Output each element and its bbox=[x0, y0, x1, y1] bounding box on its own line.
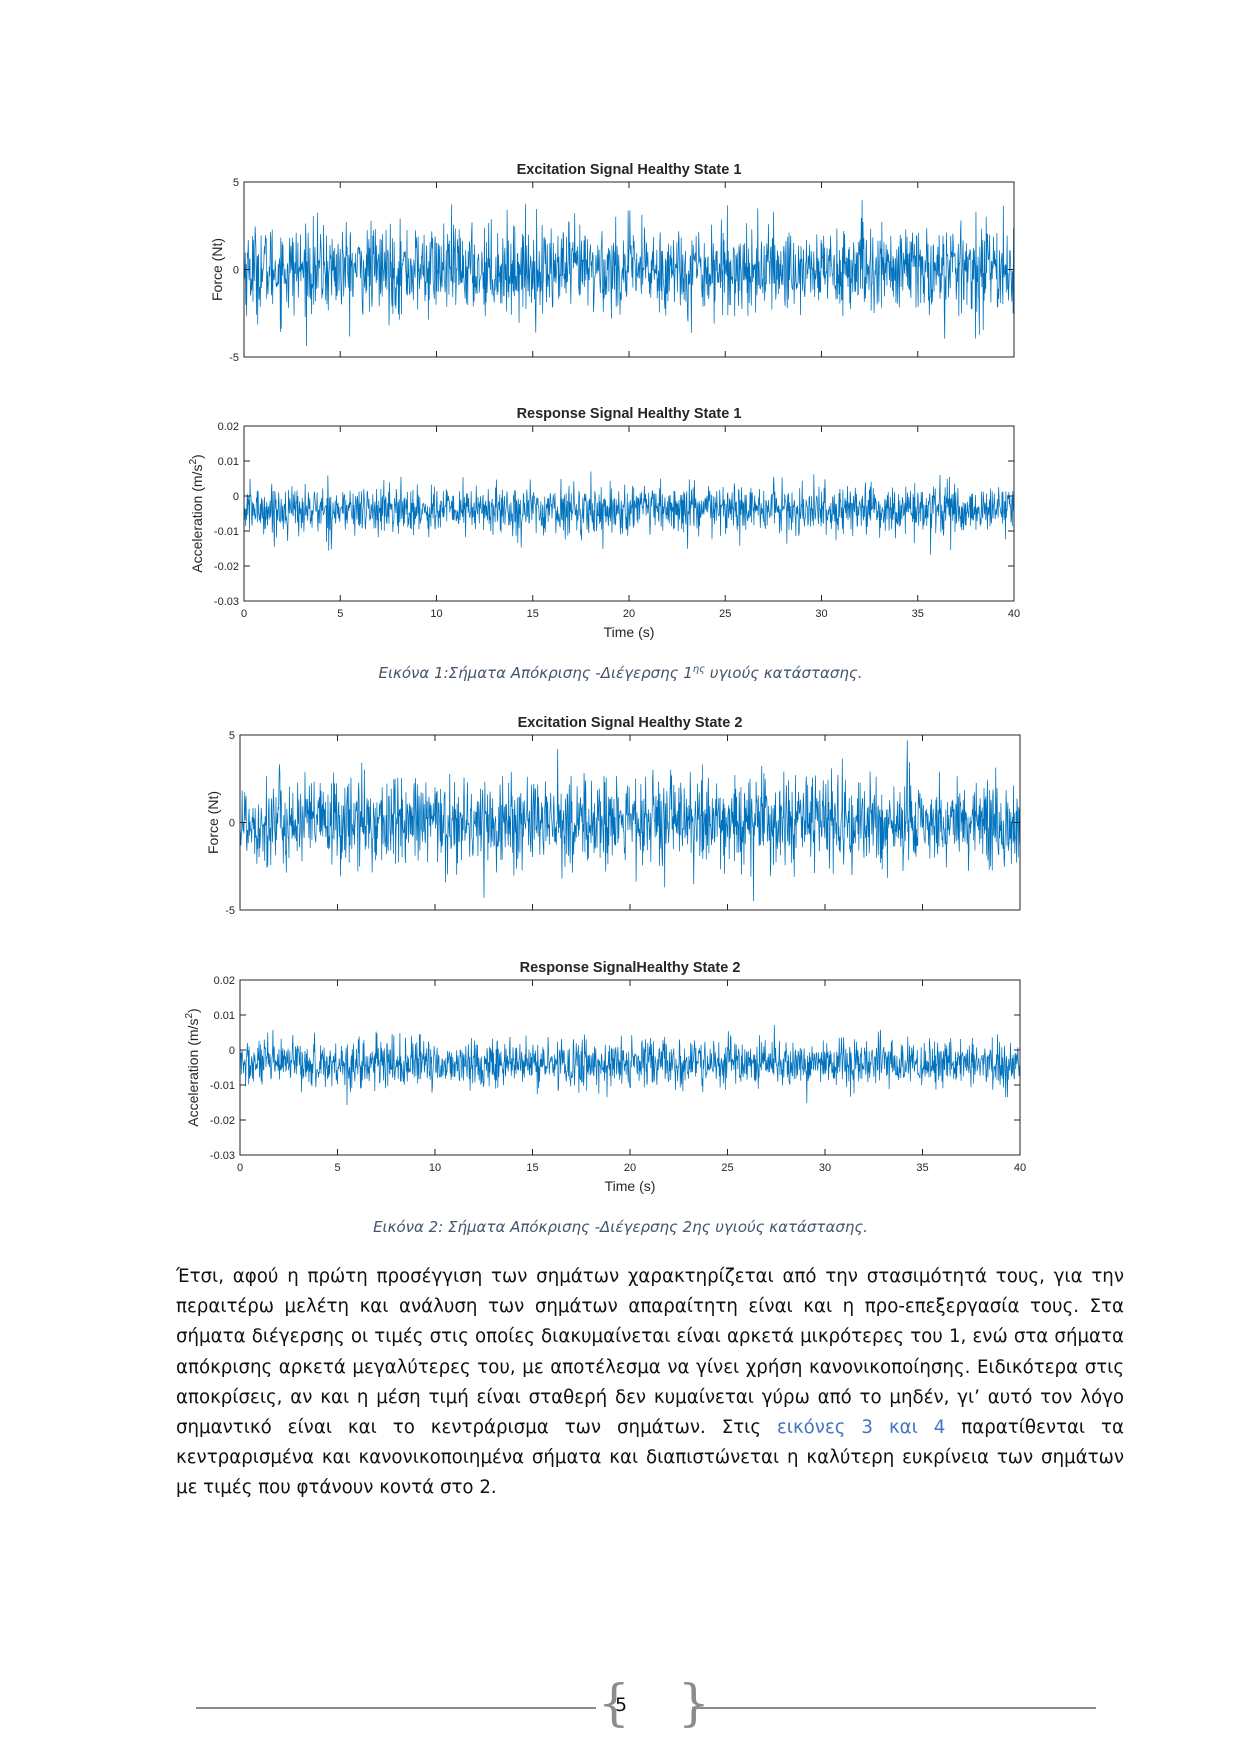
y-tick-label: -5 bbox=[225, 905, 235, 917]
y-tick-label: -0.01 bbox=[214, 526, 239, 538]
y-tick-label: 0.02 bbox=[214, 975, 235, 987]
y-axis-label: Acceleration (m/s2) bbox=[184, 1008, 201, 1126]
chart-title: Excitation Signal Healthy State 1 bbox=[517, 162, 742, 178]
y-tick-label: -0.03 bbox=[214, 596, 239, 608]
y-axis-label: Force (Nt) bbox=[209, 238, 225, 301]
signal-trace bbox=[240, 740, 1020, 902]
x-tick-label: 40 bbox=[1008, 608, 1020, 620]
chart-title: Excitation Signal Healthy State 2 bbox=[518, 715, 743, 731]
x-tick-label: 35 bbox=[912, 608, 924, 620]
y-tick-label: 0 bbox=[229, 818, 235, 830]
y-tick-label: -0.02 bbox=[210, 1115, 235, 1127]
chart-3: 5 0 -5 Excitation Signal Healthy State 2 For… bbox=[205, 715, 1021, 917]
y-tick-label: 0 bbox=[233, 491, 239, 503]
figures-canvas: 5 0 -5 Excitation Signal Healthy State 1 For… bbox=[184, 162, 1026, 1194]
x-tick-label: 35 bbox=[916, 1162, 928, 1174]
chart-title: Response Signal Healthy State 1 bbox=[517, 406, 742, 422]
y-tick-label: -0.01 bbox=[210, 1080, 235, 1092]
footer-rule-right bbox=[692, 1707, 1096, 1709]
x-tick-label: 10 bbox=[429, 1162, 441, 1174]
x-tick-label: 30 bbox=[815, 608, 827, 620]
y-tick-label: -0.03 bbox=[210, 1150, 235, 1162]
y-tick-label: 5 bbox=[229, 730, 235, 742]
signal-trace bbox=[244, 471, 1014, 555]
footer-left-brace: { bbox=[598, 1674, 630, 1732]
x-tick-label: 40 bbox=[1014, 1162, 1026, 1174]
figure-2-caption: Εικόνα 2: Σήματα Απόκρισης -Διέγερσης 2η… bbox=[373, 1218, 868, 1236]
x-tick-label: 5 bbox=[337, 608, 343, 620]
body-paragraph: Έτσι, αφού η πρώτη προσέγγιση των σημάτω… bbox=[176, 1266, 1124, 1499]
x-tick-label: 0 bbox=[237, 1162, 243, 1174]
signal-trace bbox=[244, 200, 1014, 347]
y-tick-label: 0 bbox=[233, 265, 239, 277]
x-tick-label: 20 bbox=[623, 608, 635, 620]
figures-3-4-link[interactable]: εικόνες 3 και 4 bbox=[776, 1417, 946, 1439]
x-tick-label: 25 bbox=[721, 1162, 733, 1174]
x-axis-label: Time (s) bbox=[605, 1178, 656, 1194]
y-axis-label: Acceleration (m/s2) bbox=[188, 454, 205, 572]
y-tick-label: 0 bbox=[229, 1045, 235, 1057]
x-tick-label: 15 bbox=[526, 1162, 538, 1174]
figure-1-caption: Εικόνα 1:Σήματα Απόκρισης -Διέγερσης 1ης… bbox=[378, 664, 863, 682]
x-tick-label: 30 bbox=[819, 1162, 831, 1174]
chart-title: Response SignalHealthy State 2 bbox=[520, 960, 741, 976]
x-tick-label: 0 bbox=[241, 608, 247, 620]
x-tick-label: 5 bbox=[334, 1162, 340, 1174]
x-axis-label: Time (s) bbox=[604, 624, 655, 640]
y-tick-label: 0.01 bbox=[218, 456, 239, 468]
y-tick-label: 0.02 bbox=[218, 421, 239, 433]
x-tick-label: 10 bbox=[430, 608, 442, 620]
footer-rule-left bbox=[196, 1707, 596, 1709]
y-tick-label: 0.01 bbox=[214, 1010, 235, 1022]
y-tick-label: -0.02 bbox=[214, 561, 239, 573]
chart-2: 0.020.010-0.01-0.02-0.030 5 10 15 20 25 30 35 40… bbox=[188, 406, 1020, 640]
y-axis-label: Force (Nt) bbox=[205, 791, 221, 854]
x-tick-label: 15 bbox=[527, 608, 539, 620]
signal-trace bbox=[240, 1025, 1020, 1106]
x-tick-label: 20 bbox=[624, 1162, 636, 1174]
page-number: 5 bbox=[614, 1694, 628, 1716]
footer-right-brace: } bbox=[678, 1674, 710, 1732]
y-tick-label: 5 bbox=[233, 177, 239, 189]
x-tick-label: 25 bbox=[719, 608, 731, 620]
y-tick-label: -5 bbox=[229, 352, 239, 364]
chart-4: 0.020.010-0.01-0.02-0.030 5 10 15 20 25 30 35 40… bbox=[184, 960, 1026, 1194]
chart-1: 5 0 -5 Excitation Signal Healthy State 1 For… bbox=[209, 162, 1015, 364]
